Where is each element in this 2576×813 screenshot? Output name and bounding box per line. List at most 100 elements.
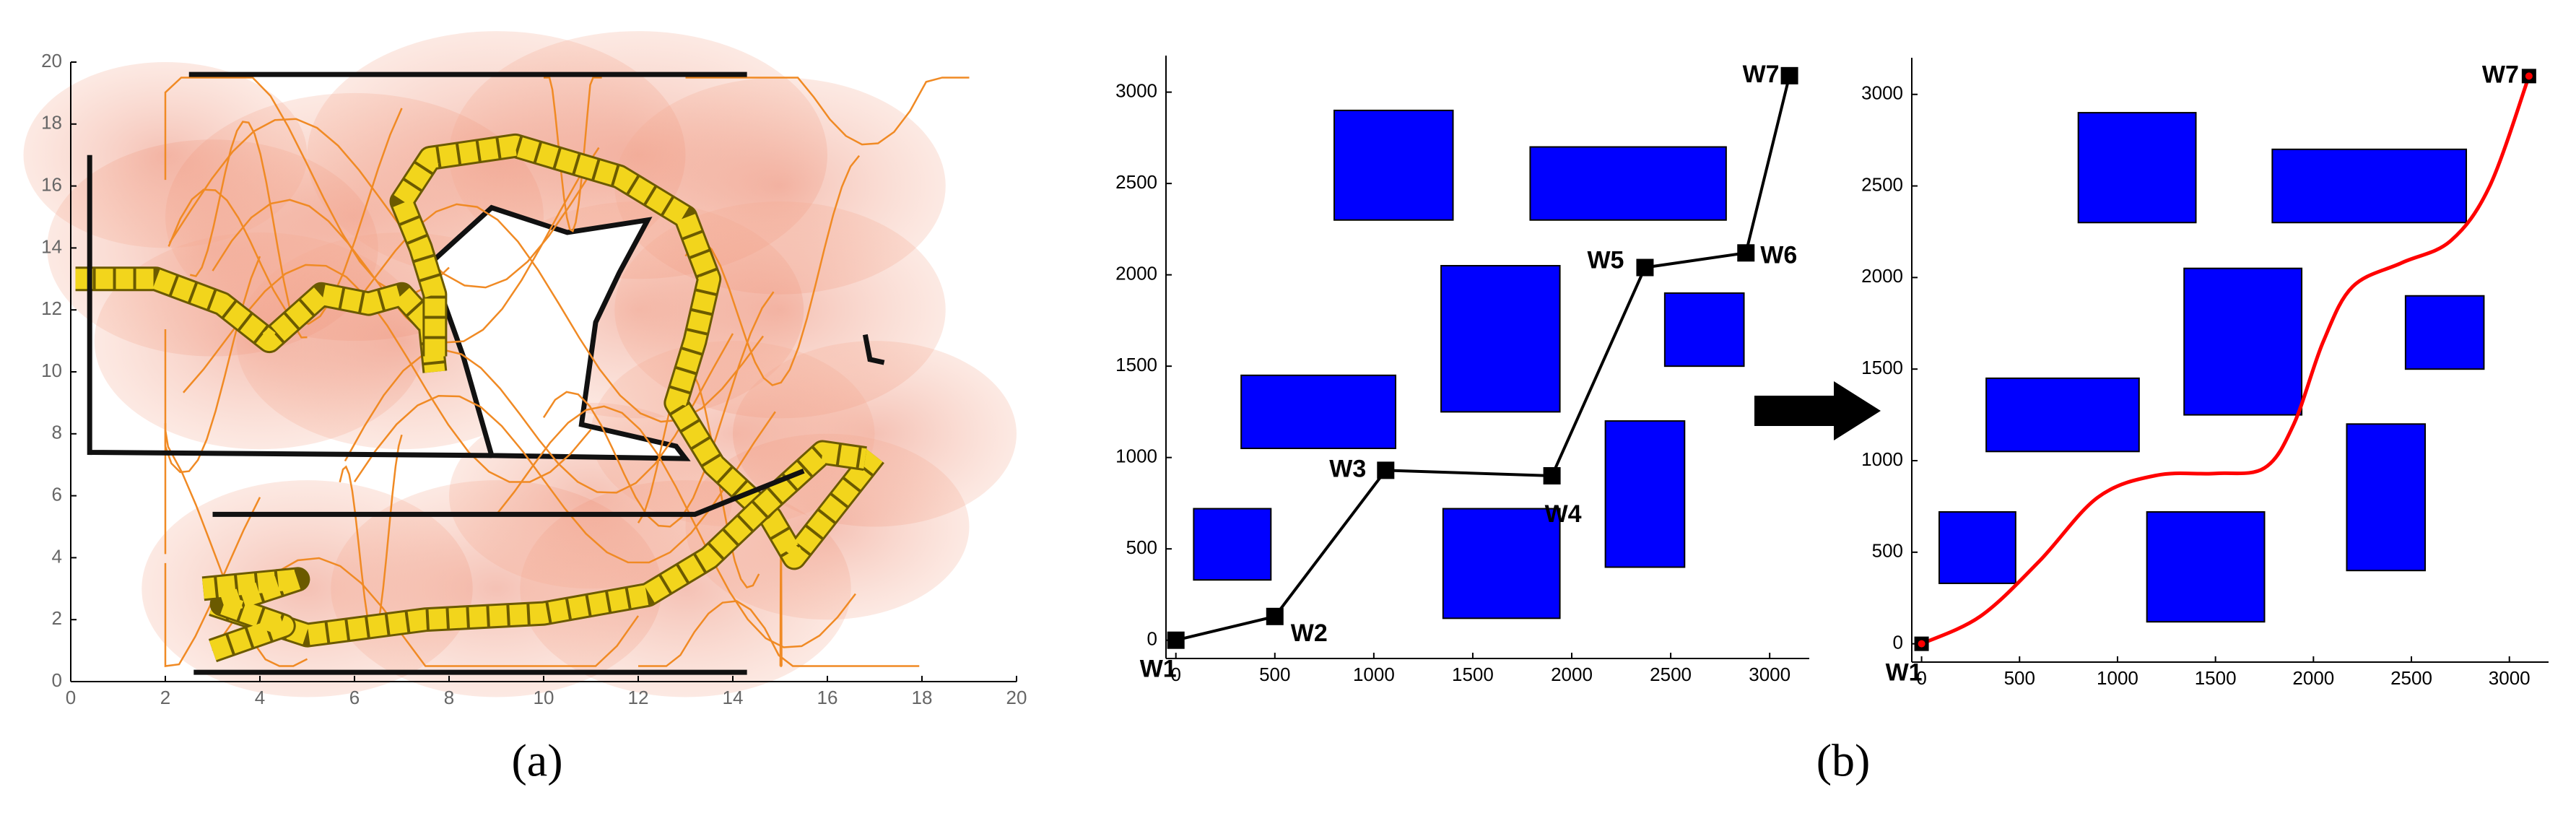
x-tick-label: 1000 bbox=[2097, 667, 2138, 689]
y-tick-label: 0 bbox=[52, 669, 62, 691]
y-tick-label: 16 bbox=[41, 173, 62, 195]
x-tick-label: 2000 bbox=[2292, 667, 2334, 689]
y-tick-label: 1000 bbox=[1861, 448, 1903, 470]
sampled-path bbox=[167, 108, 403, 325]
waypoint-label: W4 bbox=[1545, 500, 1582, 528]
y-tick-label: 2000 bbox=[1861, 265, 1903, 287]
waypoint bbox=[1737, 244, 1755, 262]
sampled-path bbox=[684, 155, 861, 386]
x-tick-label: 18 bbox=[912, 687, 933, 708]
obstacle bbox=[1193, 508, 1272, 581]
y-tick-label: 10 bbox=[41, 360, 62, 381]
sampled-path bbox=[544, 77, 602, 232]
waypoint-label: W3 bbox=[1329, 455, 1366, 482]
y-tick-label: 3000 bbox=[1861, 82, 1903, 104]
y-tick-label: 0 bbox=[1147, 628, 1157, 650]
sampled-path bbox=[685, 77, 970, 146]
obstacle bbox=[1240, 374, 1397, 450]
x-tick-label: 20 bbox=[1006, 687, 1027, 708]
body-chain bbox=[75, 269, 445, 373]
waypoint-label: W1 bbox=[1886, 659, 1923, 687]
obstacle bbox=[1604, 420, 1686, 568]
y-tick-label: 1500 bbox=[1861, 357, 1903, 378]
waypoint-label: W2 bbox=[1291, 619, 1328, 647]
sampled-path bbox=[353, 394, 776, 564]
y-tick-label: 6 bbox=[52, 483, 62, 505]
x-tick-label: 10 bbox=[534, 687, 554, 708]
obstacle bbox=[1985, 377, 2140, 453]
obstacle bbox=[2146, 511, 2266, 623]
sampled-path bbox=[344, 333, 734, 494]
obstacle bbox=[1333, 109, 1454, 221]
x-tick-label: 1000 bbox=[1353, 664, 1395, 685]
x-tick-label: 3000 bbox=[2489, 667, 2531, 689]
x-tick-label: 16 bbox=[817, 687, 838, 708]
waypoint-label: W7 bbox=[1743, 61, 1780, 88]
waypoint bbox=[1266, 607, 1284, 625]
waypoint bbox=[1636, 258, 1654, 277]
x-tick-label: 500 bbox=[1259, 664, 1290, 685]
sampled-path bbox=[212, 557, 640, 667]
trajectory bbox=[1920, 75, 2531, 645]
y-tick-label: 4 bbox=[52, 545, 62, 567]
sampled-path bbox=[638, 600, 920, 667]
y-tick-label: 1500 bbox=[1115, 354, 1157, 375]
waypoint bbox=[1780, 66, 1798, 84]
wall bbox=[87, 155, 492, 458]
x-tick-label: 0 bbox=[1916, 667, 1926, 689]
y-tick-label: 2500 bbox=[1115, 171, 1157, 193]
x-tick-label: 3000 bbox=[1749, 664, 1790, 685]
y-tick-label: 500 bbox=[1872, 540, 1903, 562]
x-tick-label: 14 bbox=[723, 687, 744, 708]
wall bbox=[212, 469, 805, 517]
y-tick-label: 14 bbox=[41, 235, 62, 257]
waypoint-label: W5 bbox=[1587, 246, 1624, 274]
obstacle bbox=[1938, 511, 2016, 584]
y-tick-label: 18 bbox=[41, 112, 62, 134]
obstacle bbox=[1529, 146, 1727, 221]
x-tick-label: 4 bbox=[255, 687, 265, 708]
y-tick-label: 0 bbox=[1893, 632, 1903, 653]
y-tick-label: 3000 bbox=[1115, 79, 1157, 101]
sampled-path bbox=[495, 405, 856, 648]
sampled-path bbox=[212, 147, 600, 344]
body-chain bbox=[391, 135, 883, 568]
waypoint-label: W7 bbox=[2482, 61, 2519, 88]
obstacle bbox=[1442, 508, 1561, 619]
y-tick-label: 12 bbox=[41, 297, 62, 319]
obstacle bbox=[2404, 295, 2485, 370]
waypoint bbox=[1543, 466, 1561, 484]
obstacle bbox=[1663, 292, 1745, 368]
sampled-path bbox=[542, 291, 775, 528]
arrow bbox=[1754, 381, 1881, 440]
sampled-path bbox=[164, 256, 261, 474]
waypoint bbox=[1377, 461, 1395, 479]
y-tick-label: 20 bbox=[41, 50, 62, 71]
x-tick-label: 6 bbox=[349, 687, 360, 708]
waypoint-label: W6 bbox=[1760, 241, 1797, 269]
y-tick-label: 2500 bbox=[1861, 173, 1903, 195]
x-tick-label: 12 bbox=[628, 687, 649, 708]
y-tick-label: 2 bbox=[52, 607, 62, 629]
caption: (b) bbox=[1816, 735, 1871, 786]
panel-a-decoration bbox=[23, 31, 1017, 697]
y-tick-label: 500 bbox=[1126, 536, 1157, 558]
x-tick-label: 2000 bbox=[1551, 664, 1593, 685]
x-tick-label: 1500 bbox=[1452, 664, 1494, 685]
sampled-path bbox=[168, 118, 592, 289]
body-chain bbox=[202, 569, 308, 661]
x-tick-label: 0 bbox=[1170, 664, 1180, 685]
waypoint-label: W1 bbox=[1140, 656, 1177, 683]
x-tick-label: 2500 bbox=[2390, 667, 2432, 689]
y-tick-label: 8 bbox=[52, 422, 62, 443]
obstacle bbox=[2183, 267, 2303, 416]
obstacle bbox=[2271, 148, 2468, 224]
wall bbox=[862, 334, 885, 365]
obstacle bbox=[2346, 423, 2427, 572]
x-tick-label: 0 bbox=[66, 687, 76, 708]
waypoint-dot bbox=[2525, 72, 2533, 80]
caption: (a) bbox=[511, 735, 562, 786]
sampled-path bbox=[164, 423, 308, 667]
waypoint-dot bbox=[1918, 640, 1926, 648]
